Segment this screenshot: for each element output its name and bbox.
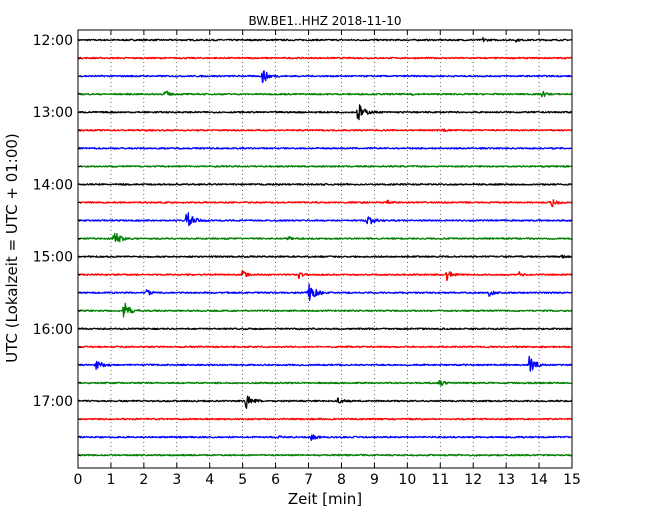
- y-tick-label: 15:00: [33, 250, 73, 266]
- y-tick-label: 17:00: [33, 394, 73, 410]
- x-tick-label: 12: [464, 472, 482, 488]
- trace-1215: [77, 56, 573, 60]
- x-tick-label: 5: [238, 472, 247, 488]
- plot-frame: [77, 29, 573, 469]
- trace-1730: [77, 434, 573, 442]
- x-tick-label: 1: [106, 472, 115, 488]
- grid: [110, 30, 540, 468]
- trace-1630: [77, 355, 573, 372]
- trace-1300: [77, 104, 573, 121]
- x-tick-label: 3: [172, 472, 181, 488]
- y-tick-label: 14:00: [33, 177, 73, 193]
- trace-1745: [77, 453, 573, 457]
- x-tick-label: 7: [304, 472, 313, 488]
- y-axis-label: UTC (Lokalzeit = UTC + 01:00): [3, 133, 21, 363]
- trace-1445: [77, 232, 573, 243]
- trace-1715: [77, 417, 573, 421]
- x-tick-label: 4: [205, 472, 214, 488]
- x-tick-label: 8: [337, 472, 346, 488]
- x-tick-label: 11: [431, 472, 449, 488]
- trace-1345: [77, 164, 573, 168]
- trace-1700: [77, 395, 573, 409]
- trace-1230: [77, 70, 573, 84]
- x-tick-label: 6: [271, 472, 280, 488]
- chart-title: BW.BE1..HHZ 2018-11-10: [248, 14, 401, 28]
- x-tick-label: 0: [74, 472, 83, 488]
- x-tick-label: 2: [139, 472, 148, 488]
- x-tick-label: 15: [563, 472, 581, 488]
- trace-1245: [77, 90, 573, 98]
- y-tick-label: 13:00: [33, 105, 73, 121]
- trace-1430: [77, 212, 573, 227]
- y-tick-label: 16:00: [33, 322, 73, 338]
- trace-1515: [77, 270, 573, 282]
- trace-1200: [77, 36, 573, 43]
- trace-1645: [77, 379, 573, 387]
- trace-1530: [77, 283, 573, 301]
- trace-1400: [77, 183, 573, 186]
- x-tick-label: 14: [530, 472, 548, 488]
- trace-1615: [77, 345, 573, 349]
- trace-1600: [77, 327, 573, 331]
- trace-1315: [77, 128, 573, 133]
- x-axis-label: Zeit [min]: [288, 490, 362, 508]
- x-tick-label: 13: [497, 472, 515, 488]
- trace-1545: [77, 302, 573, 318]
- trace-layer: [77, 36, 573, 457]
- y-tick-label: 12:00: [33, 33, 73, 49]
- trace-1330: [77, 146, 573, 150]
- x-tick-label: 9: [370, 472, 379, 488]
- axis-ticks: 0 1 2 3 4 5 6 7 8 9 10 11 12 13 14 1512:0013:0014:0015:…: [33, 30, 581, 488]
- x-tick-label: 10: [398, 472, 416, 488]
- trace-1415: [77, 199, 573, 208]
- trace-1500: [77, 254, 573, 259]
